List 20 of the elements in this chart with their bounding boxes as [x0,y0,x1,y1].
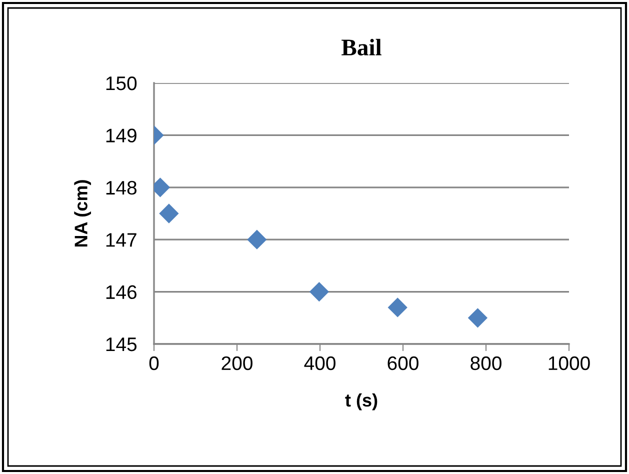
x-tick-label: 0 [149,356,159,370]
x-axis-title: t (s) [345,393,378,410]
y-tick-label: 150 [106,76,137,90]
x-tick-label: 600 [388,356,418,370]
point [159,204,178,224]
y-tick-label: 146 [106,285,136,300]
point [388,298,408,317]
y-tick-label: 148 [106,180,136,195]
point [468,308,488,328]
x-tick-label: 200 [222,356,252,370]
chart-title: Bail [342,38,382,56]
y-axis-title: NA (cm) [74,180,92,247]
y-tick-label: 145 [106,338,137,352]
x-tick-label: 1000 [548,356,590,370]
y-tick-label: 149 [106,128,136,142]
point [247,230,266,250]
x-tick-label: 800 [470,356,502,370]
x-tick-label: 400 [304,356,336,370]
y-tick-label: 147 [106,233,136,247]
point [310,282,329,302]
